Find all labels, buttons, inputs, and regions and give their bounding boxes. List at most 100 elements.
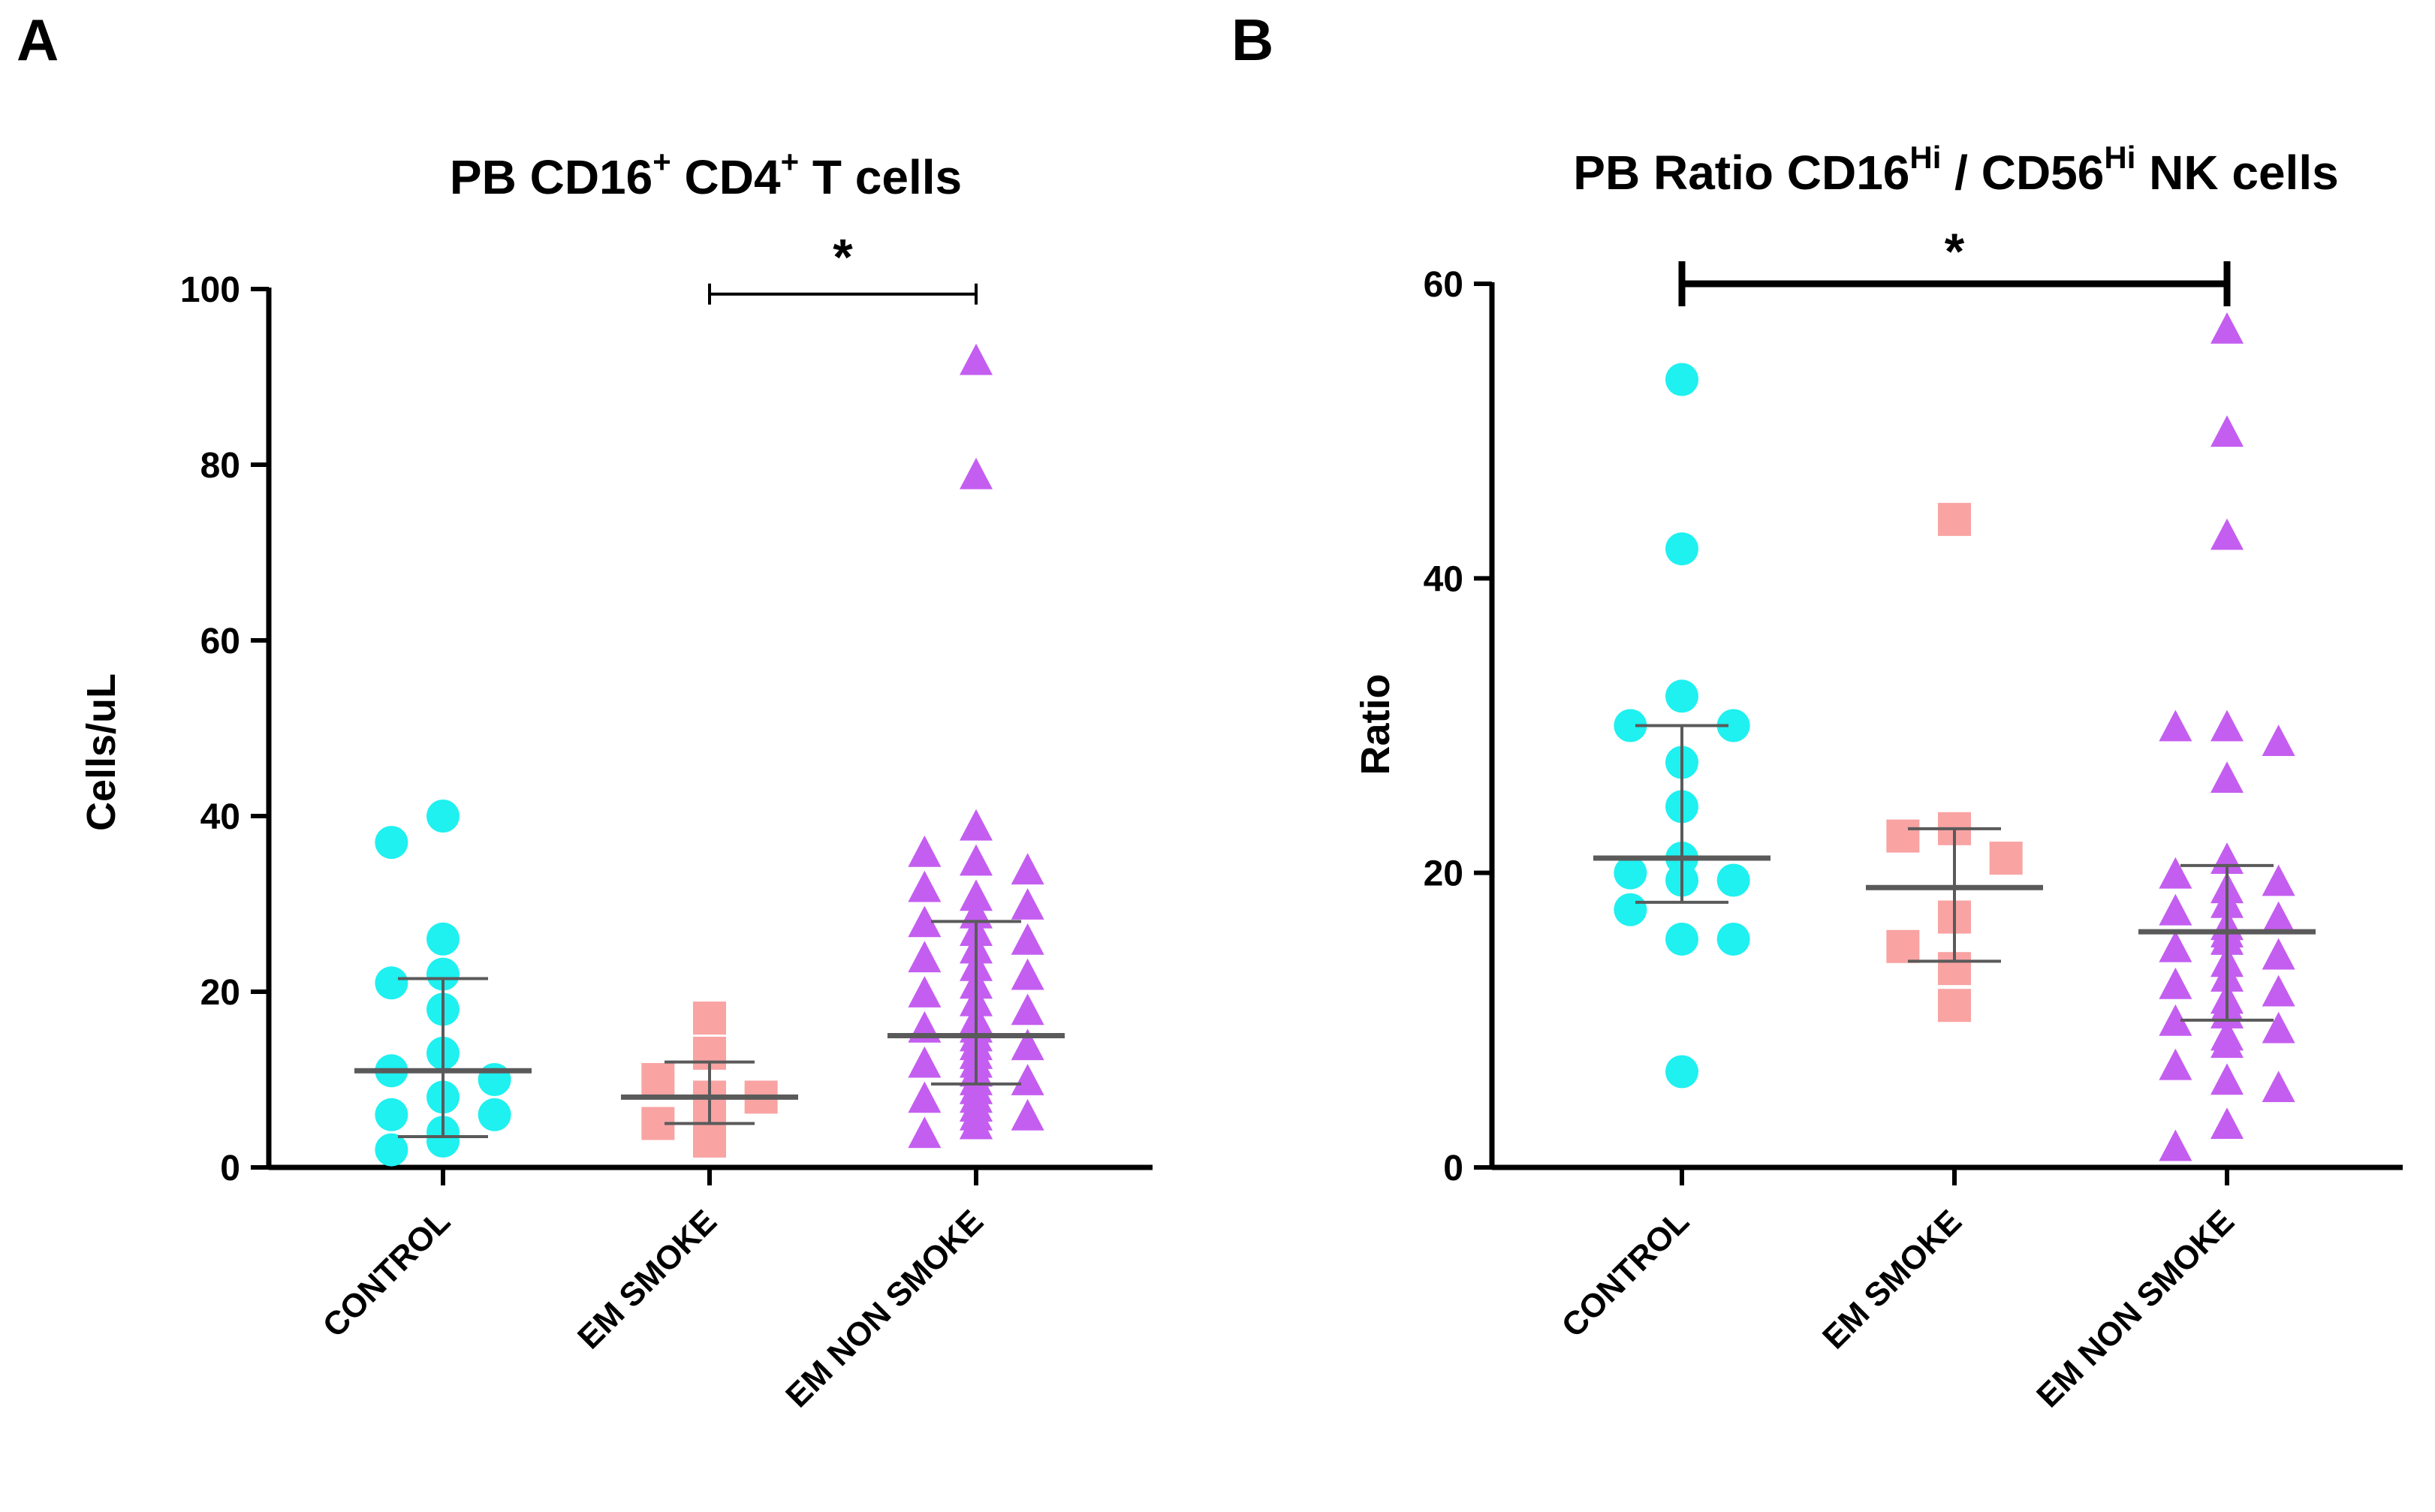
b-point-em-non-smoke	[2159, 1004, 2192, 1036]
b-point-em-non-smoke	[2262, 974, 2295, 1007]
b-point-em-non-smoke	[2210, 518, 2244, 550]
a-point-em-smoke	[693, 1124, 726, 1158]
panel-b: B PB Ratio CD16Hi / CD56Hi NK cells Rati…	[1231, 7, 2403, 1414]
b-point-em-smoke	[1938, 989, 1971, 1023]
b-y-tick-label: 40	[1424, 559, 1463, 599]
a-significance-star: *	[833, 229, 853, 286]
a-point-em-non-smoke	[1011, 993, 1044, 1026]
b-point-control	[1665, 532, 1698, 566]
a-point-control	[426, 957, 460, 991]
a-y-tick-label: 60	[200, 622, 240, 661]
panel-b-title: PB Ratio CD16Hi / CD56Hi NK cells	[1573, 140, 2338, 200]
b-point-em-non-smoke	[2262, 901, 2295, 933]
b-point-em-smoke	[1938, 502, 1971, 536]
a-point-em-non-smoke	[1011, 1064, 1044, 1095]
b-point-control	[1614, 709, 1647, 742]
a-category-label: CONTROL	[316, 1203, 457, 1344]
a-point-em-non-smoke	[960, 343, 993, 375]
b-point-control	[1614, 893, 1647, 926]
a-point-em-non-smoke	[1011, 1029, 1044, 1061]
b-point-em-non-smoke	[2159, 857, 2192, 889]
a-point-em-non-smoke	[960, 1107, 993, 1140]
a-point-control	[375, 1098, 408, 1131]
b-point-em-non-smoke	[2262, 938, 2295, 970]
a-point-em-non-smoke	[908, 1081, 942, 1113]
b-category-label: EM SMOKE	[1816, 1203, 1969, 1356]
b-point-em-non-smoke	[2262, 1071, 2295, 1103]
b-category-label: CONTROL	[1555, 1203, 1696, 1344]
a-point-em-smoke	[641, 1063, 675, 1096]
a-point-em-non-smoke	[908, 976, 942, 1007]
a-point-control	[478, 1098, 511, 1131]
b-point-control	[1665, 679, 1698, 713]
b-point-control	[1665, 363, 1698, 396]
b-point-control	[1716, 922, 1750, 956]
b-point-em-non-smoke	[2159, 709, 2192, 742]
a-y-tick-label: 0	[220, 1149, 240, 1188]
b-significance-star: *	[1945, 223, 1965, 280]
a-point-em-non-smoke	[960, 879, 993, 911]
panel-b-plot: 0 20 40 60 CONTROL EM SMOKE EM NON SMOKE *	[1424, 223, 2403, 1414]
b-point-em-non-smoke	[2262, 724, 2295, 757]
a-point-em-non-smoke	[908, 870, 942, 902]
b-y-tick-label: 60	[1424, 265, 1463, 305]
a-point-control	[426, 922, 460, 956]
a-point-em-non-smoke	[960, 809, 993, 841]
a-point-em-non-smoke	[960, 844, 993, 876]
b-point-em-non-smoke	[2210, 1063, 2244, 1095]
panel-b-letter: B	[1231, 7, 1273, 73]
a-y-tick-label: 80	[200, 446, 240, 486]
a-point-control	[426, 1124, 460, 1158]
b-point-em-non-smoke	[2159, 930, 2192, 962]
b-point-em-non-smoke	[2262, 864, 2295, 896]
b-point-em-smoke	[1886, 819, 1920, 853]
b-point-em-non-smoke	[2210, 1107, 2244, 1140]
b-y-tick-label: 20	[1424, 854, 1463, 894]
b-point-em-smoke	[1886, 929, 1920, 963]
b-point-em-non-smoke	[2210, 761, 2244, 794]
b-point-control	[1716, 863, 1750, 897]
b-point-em-smoke	[1989, 842, 2023, 875]
a-category-label: EM SMOKE	[571, 1203, 724, 1356]
b-point-control	[1716, 709, 1750, 742]
a-point-control	[478, 1063, 511, 1096]
panel-b-y-axis-label: Ratio	[1353, 674, 1398, 776]
a-point-em-non-smoke	[1011, 1098, 1044, 1131]
a-point-em-non-smoke	[1011, 923, 1044, 955]
b-point-em-non-smoke	[2159, 893, 2192, 926]
a-point-em-non-smoke	[908, 1046, 942, 1078]
a-point-control	[426, 800, 460, 833]
a-y-tick-label: 20	[200, 973, 240, 1013]
b-point-em-non-smoke	[2210, 312, 2244, 344]
a-point-em-non-smoke	[908, 905, 942, 938]
b-point-em-non-smoke	[2159, 1048, 2192, 1080]
panel-a: A PB CD16+ CD4+ T cells Cells/uL 0 20 40 60…	[17, 7, 1153, 1414]
b-category-label: EM NON SMOKE	[2030, 1203, 2241, 1414]
panel-a-y-axis-label: Cells/uL	[79, 673, 124, 831]
panel-a-letter: A	[17, 7, 59, 73]
a-point-control	[375, 966, 408, 1000]
panel-a-title: PB CD16+ CD4+ T cells	[450, 144, 962, 204]
b-point-control	[1614, 856, 1647, 890]
a-point-em-non-smoke	[908, 1116, 942, 1149]
a-point-em-non-smoke	[1011, 888, 1044, 920]
a-y-tick-label: 40	[200, 797, 240, 837]
b-point-em-non-smoke	[2210, 415, 2244, 447]
panel-a-plot: 0 20 40 60 80 100 CONTROL EM SMOKE EM NON SMOKE *	[180, 229, 1153, 1414]
b-point-em-non-smoke	[2159, 967, 2192, 999]
a-point-control	[375, 826, 408, 860]
b-point-em-non-smoke	[2262, 1011, 2295, 1044]
a-y-tick-label: 100	[180, 270, 240, 310]
b-point-control	[1665, 1055, 1698, 1089]
b-point-em-non-smoke	[2210, 709, 2244, 742]
a-point-em-non-smoke	[1011, 958, 1044, 990]
b-point-control	[1665, 922, 1698, 956]
a-point-control	[375, 1133, 408, 1167]
b-y-tick-label: 0	[1443, 1149, 1463, 1188]
a-point-em-non-smoke	[908, 941, 942, 973]
a-point-em-non-smoke	[1011, 853, 1044, 885]
a-point-em-non-smoke	[960, 457, 993, 489]
a-point-em-non-smoke	[908, 835, 942, 867]
b-point-em-non-smoke	[2159, 1129, 2192, 1161]
a-category-label: EM NON SMOKE	[779, 1203, 990, 1414]
